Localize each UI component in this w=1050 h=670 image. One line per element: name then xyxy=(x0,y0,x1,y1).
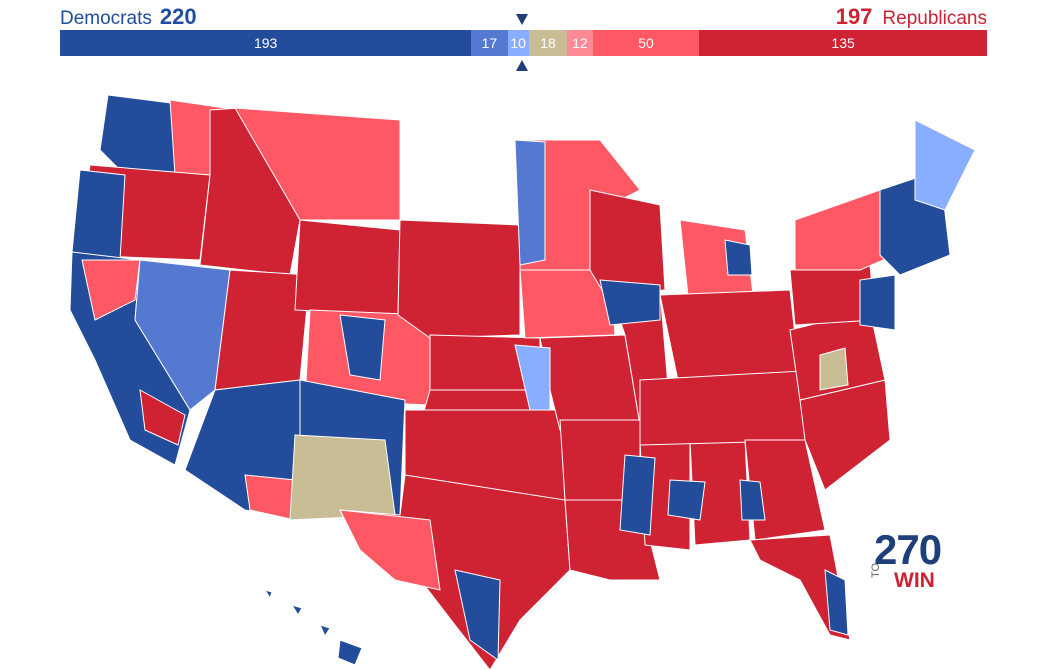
us-house-map[interactable] xyxy=(0,80,1050,670)
seat-segment-likely-dem[interactable]: 17 xyxy=(471,30,508,56)
logo-win: WIN xyxy=(894,569,935,592)
district-tx-south[interactable] xyxy=(454,569,501,661)
majority-marker-top xyxy=(516,14,528,25)
seat-segment-safe-rep[interactable]: 135 xyxy=(699,30,987,56)
district-hawaii[interactable] xyxy=(263,589,363,666)
district-mn-metro[interactable] xyxy=(514,139,546,266)
district-al-black-belt[interactable] xyxy=(667,479,706,521)
district-co-metro[interactable] xyxy=(339,314,386,381)
seat-segment-likely-rep[interactable]: 50 xyxy=(592,30,700,56)
district-mo-metro[interactable] xyxy=(514,344,551,411)
district-fl-south[interactable] xyxy=(824,569,849,636)
democrats-label: Democrats xyxy=(60,8,152,29)
logo-number: 270 xyxy=(874,526,942,573)
republicans-count: 197 xyxy=(835,4,873,29)
270towin-logo[interactable]: 270 TO WIN xyxy=(870,526,946,593)
seat-segment-lean-dem[interactable]: 10 xyxy=(507,30,529,56)
district-tx-west[interactable] xyxy=(339,509,441,591)
district-il-chicago[interactable] xyxy=(599,279,661,326)
district-nj-md[interactable] xyxy=(859,274,896,331)
district-fl[interactable] xyxy=(749,534,851,641)
district-nd-sd[interactable] xyxy=(397,219,521,339)
district-or-coast[interactable] xyxy=(71,169,126,261)
district-wi[interactable] xyxy=(589,189,666,296)
district-ms-delta[interactable] xyxy=(619,454,656,536)
district-me[interactable] xyxy=(914,119,976,211)
district-ca-inland[interactable] xyxy=(81,259,141,321)
seat-bar: 193 17 10 18 12 50 135 xyxy=(60,30,987,56)
democrats-total: Democrats 220 xyxy=(60,4,197,30)
seat-segment-lean-rep[interactable]: 12 xyxy=(567,30,593,56)
district-ga-atlanta[interactable] xyxy=(739,479,766,521)
seat-totals: Democrats 220 197 Republicans xyxy=(60,4,987,30)
district-wy[interactable] xyxy=(294,219,401,316)
district-az-south[interactable] xyxy=(244,474,296,521)
republicans-label: Republicans xyxy=(882,8,987,29)
district-mi-detroit[interactable] xyxy=(724,239,753,276)
district-va-tossup[interactable] xyxy=(819,347,849,391)
seat-segment-tossup[interactable]: 18 xyxy=(528,30,568,56)
district-nm-south[interactable] xyxy=(289,434,396,521)
logo-to: TO xyxy=(870,562,882,578)
district-nv[interactable] xyxy=(134,259,231,411)
district-ny[interactable] xyxy=(794,189,896,271)
republicans-total: 197 Republicans xyxy=(836,4,987,30)
democrats-count: 220 xyxy=(159,4,197,29)
seat-segment-safe-dem[interactable]: 193 xyxy=(60,30,472,56)
district-ca-south[interactable] xyxy=(139,389,186,446)
majority-marker-bottom xyxy=(516,60,528,71)
